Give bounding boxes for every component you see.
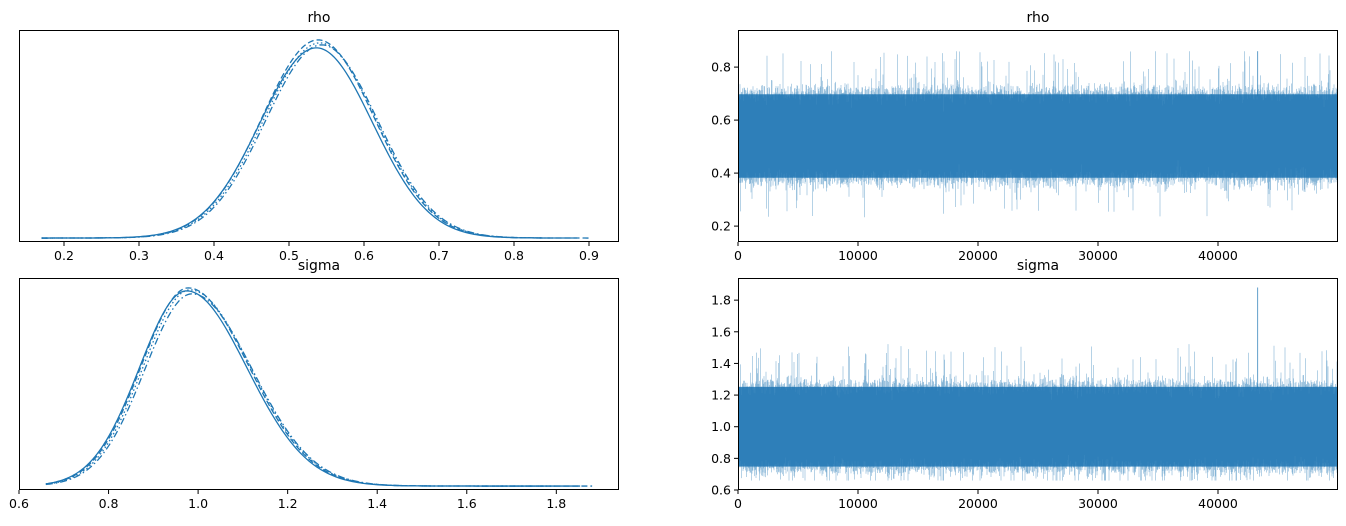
rho-density-xtick-label: 0.8 [504, 248, 524, 263]
rho-trace-trace-lines [738, 51, 1338, 218]
rho-density-plot-area [41, 39, 589, 239]
rho-trace-panel: rho 0 10000 20000 30000 40000 0.2 0.4 0.6 0.8 [711, 10, 1338, 263]
sigma-trace-xtick-label: 10000 [838, 496, 878, 511]
rho-trace-ytick-label: 0.2 [711, 219, 731, 234]
rho-trace-xtick-label: 0 [734, 248, 742, 263]
sigma-trace-ytick-label: 0.6 [711, 483, 731, 498]
rho-density-axes-frame [19, 30, 619, 242]
sigma-trace-ytick-label: 1.6 [711, 324, 731, 339]
rho-trace-ytick-label: 0.4 [711, 166, 731, 181]
sigma-density-xtick-label: 0.6 [9, 496, 29, 511]
sigma-density-plot-area [45, 287, 593, 487]
sigma-density-kde-line-dotted [45, 289, 557, 487]
rho-density-panel: rho 0.2 0.3 0.4 0.5 0.6 0.7 0.8 0.9 [19, 10, 619, 263]
sigma-trace-plot-area [738, 287, 1338, 481]
sigma-trace-trace-lines [738, 344, 1338, 481]
sigma-trace-xtick-label: 20000 [958, 496, 998, 511]
sigma-density-xtick-label: 1.6 [457, 496, 477, 511]
rho-density-xtick-label: 0.3 [129, 248, 149, 263]
rho-trace-ytick-label: 0.6 [711, 113, 731, 128]
rho-trace-xtick-label: 30000 [1078, 248, 1118, 263]
sigma-density-xtick-label: 1.8 [546, 496, 566, 511]
sigma-density-xtick-label: 1.2 [278, 496, 298, 511]
sigma-trace-axes-frame [738, 278, 1338, 490]
rho-density-xtick-label: 0.9 [579, 248, 599, 263]
rho-trace-plot-area [738, 51, 1338, 218]
sigma-density-kde-line-dashdot [45, 293, 545, 487]
sigma-trace-panel: sigma 0 10000 20000 30000 40000 0.6 0.8 1.0 1.2 1.… [711, 258, 1338, 511]
sigma-trace-ytick-label: 1.2 [711, 388, 731, 403]
rho-trace-title: rho [1027, 10, 1050, 26]
sigma-density-xtick-label: 0.8 [99, 496, 119, 511]
sigma-trace-ytick-label: 0.8 [711, 451, 731, 466]
sigma-trace-ytick-label: 1.8 [711, 293, 731, 308]
sigma-density-title: sigma [298, 258, 340, 274]
rho-trace-xtick-label: 10000 [838, 248, 878, 263]
rho-trace-xtick-label: 20000 [958, 248, 998, 263]
sigma-density-xtick-label: 1.4 [367, 496, 387, 511]
sigma-trace-xtick-label: 40000 [1198, 496, 1238, 511]
sigma-density-panel: sigma 0.6 0.8 1.0 1.2 1.4 1.6 1.8 [9, 258, 619, 511]
rho-trace-axes-frame [738, 30, 1338, 242]
rho-density-title: rho [308, 10, 331, 26]
sigma-trace-ytick-label: 1.0 [711, 419, 731, 434]
rho-density-xtick-label: 0.6 [354, 248, 374, 263]
sigma-trace-title: sigma [1017, 258, 1059, 274]
rho-density-kde-line-dashdot [41, 44, 542, 239]
sigma-density-xtick-label: 1.0 [188, 496, 208, 511]
rho-trace-xtick-label: 40000 [1198, 248, 1238, 263]
rho-density-xtick-label: 0.2 [54, 248, 74, 263]
rho-density-xtick-label: 0.5 [279, 248, 299, 263]
sigma-trace-xtick-label: 30000 [1078, 496, 1118, 511]
rho-trace-ytick-label: 0.8 [711, 60, 731, 75]
rho-density-xtick-label: 0.7 [429, 248, 449, 263]
sigma-density-kde-line-solid [45, 290, 581, 487]
sigma-trace-ytick-label: 1.4 [711, 356, 731, 371]
sigma-density-axes-frame [19, 278, 619, 490]
sigma-trace-xtick-label: 0 [734, 496, 742, 511]
rho-density-kde-line-dotted [41, 42, 553, 239]
rho-density-xtick-label: 0.4 [204, 248, 224, 263]
